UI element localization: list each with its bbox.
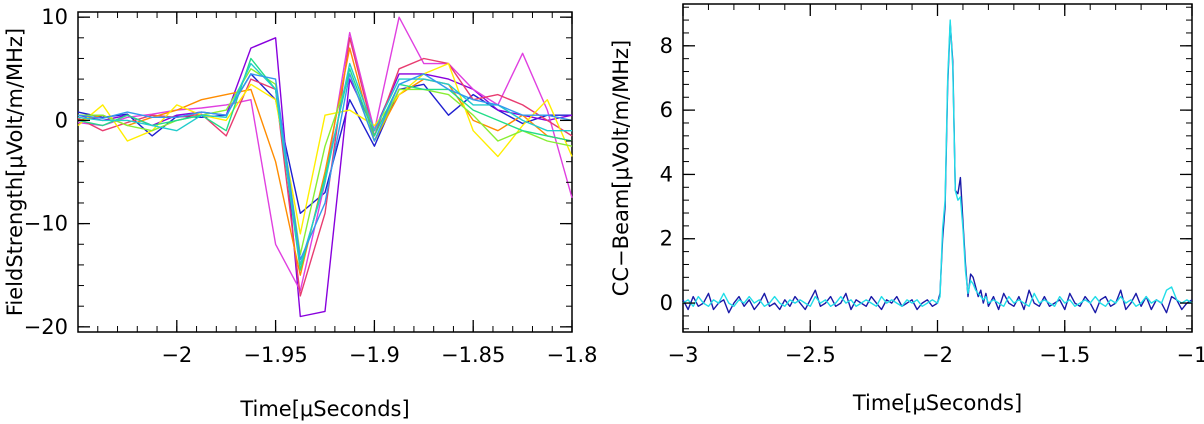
field-strength-series-line-4 (77, 37, 573, 297)
cc-beam-x-tick-label: −2.5 (785, 343, 836, 367)
cc-beam-series-line-2 (682, 19, 1193, 307)
cc-beam-x-tick-label: −3 (668, 343, 699, 367)
field-strength-series-line-7 (78, 68, 573, 256)
field-strength-x-tick-label: −2 (161, 343, 192, 367)
field-strength-x-tick-label: −1.8 (547, 343, 598, 367)
cc-beam-y-tick-label: 4 (660, 162, 673, 186)
cc-beam-x-tick-label: −2 (922, 343, 953, 367)
field-strength-y-tick-label: −10 (24, 212, 68, 236)
cc-beam-series-group (682, 19, 1193, 314)
cc-beam-x-tick-label: −1.5 (1039, 343, 1090, 367)
field-strength-series-line-10 (77, 73, 573, 261)
cc-beam-x-tick-label: −1 (1177, 343, 1204, 367)
field-strength-x-tick-label: −1.95 (243, 343, 307, 367)
field-strength-series-line-9 (77, 62, 572, 266)
field-strength-series-line-6 (77, 62, 573, 235)
cc-beam-plot-frame (682, 3, 1193, 333)
cc-beam-y-tick-label: 8 (660, 34, 673, 58)
field-strength-series-line-8 (77, 57, 573, 271)
field-strength-x-axis-label: Time[μSeconds] (239, 397, 409, 421)
field-strength-chart: −2 −1.95 −1.9 −1.85 −1.8 −20 −10 0 10 Time[μSeco… (3, 5, 598, 421)
field-strength-y-tick-label: −20 (24, 315, 68, 339)
cc-beam-y-tick-label: 0 (660, 291, 673, 315)
cc-beam-y-tick-label: 2 (660, 227, 673, 251)
cc-beam-y-axis-label: CC−Beam[μVolt/m/MHz] (609, 40, 633, 297)
field-strength-y-axis-label: FieldStrength[μVolt/m/MHz] (3, 28, 27, 316)
field-strength-plot-frame (77, 11, 573, 333)
field-strength-series-line-5 (77, 47, 573, 276)
field-strength-series-group (77, 16, 573, 318)
field-strength-y-tick-label: 0 (55, 108, 68, 132)
field-strength-x-tick-label: −1.9 (349, 343, 400, 367)
field-strength-x-tick-label: −1.85 (441, 343, 505, 367)
cc-beam-x-axis-label: Time[μSeconds] (852, 391, 1022, 415)
cc-beam-chart: −3 −2.5 −2 −1.5 −1 0 2 4 6 8 Time[μSeconds] CC−Be… (609, 3, 1204, 415)
field-strength-series-line-3 (77, 16, 573, 292)
field-strength-y-tick-label: 10 (41, 5, 68, 29)
cc-beam-y-tick-label: 6 (660, 98, 673, 122)
cc-beam-series-line-1 (682, 22, 1193, 314)
